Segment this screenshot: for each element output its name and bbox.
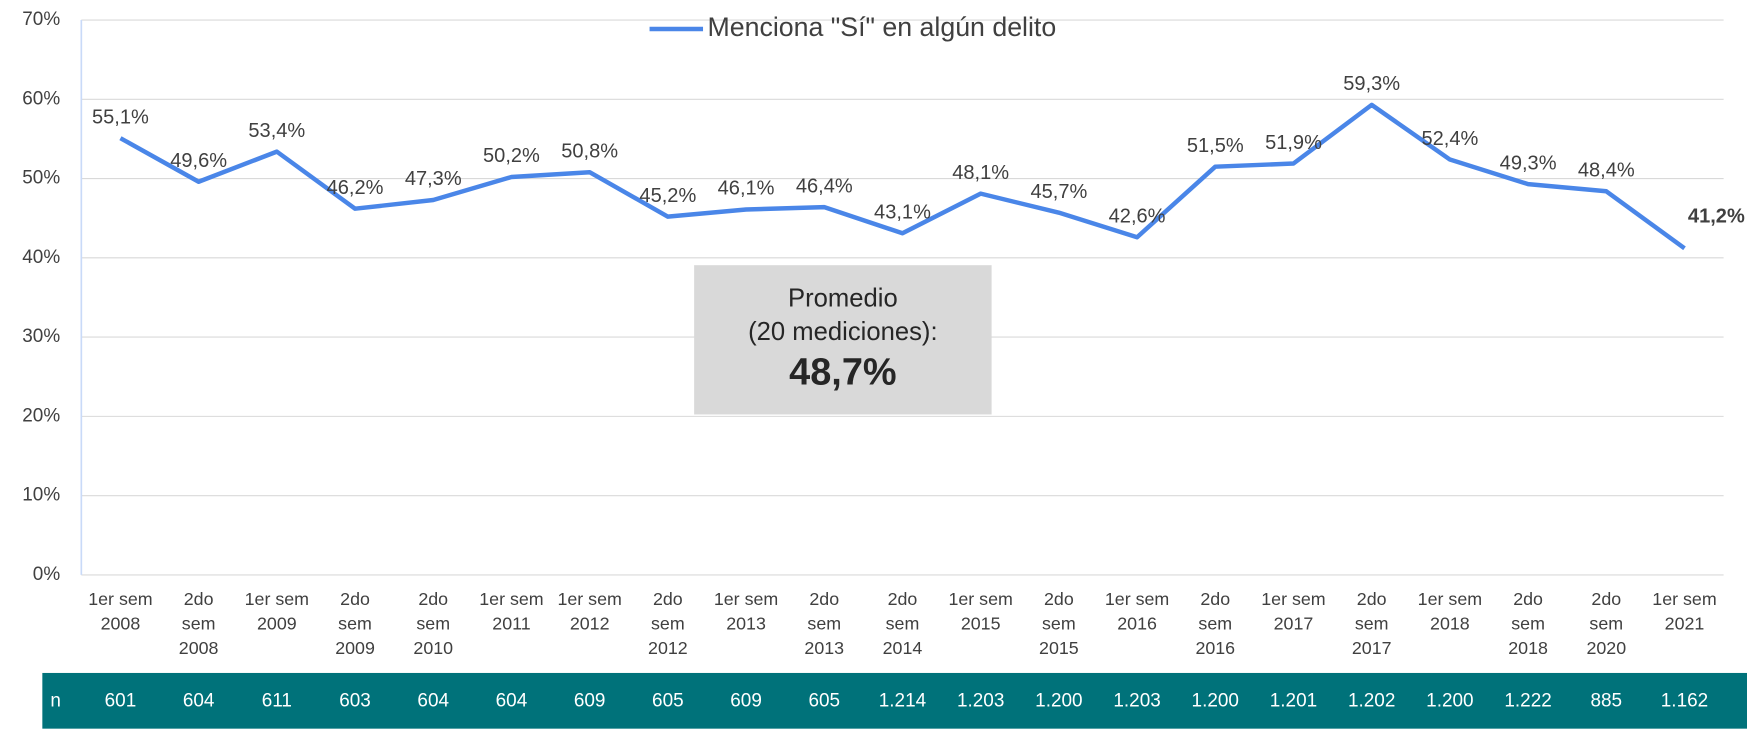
data-label: 52,4% — [1421, 128, 1478, 150]
data-label: 45,7% — [1030, 181, 1087, 203]
table-cell: 1.203 — [956, 689, 1005, 711]
table-header: n — [50, 689, 61, 711]
y-tick-label: 60% — [22, 88, 60, 109]
y-tick-label: 30% — [22, 326, 60, 347]
x-tick-label: 2do sem 2016 — [1195, 590, 1236, 659]
data-label: 46,2% — [327, 177, 384, 199]
y-tick-label: 0% — [33, 564, 61, 585]
table-cell: 1.202 — [1347, 689, 1396, 711]
x-tick-label: 1er sem 2013 — [713, 590, 779, 634]
data-label: 47,3% — [405, 168, 462, 190]
table-cell: 604 — [495, 689, 528, 711]
x-tick-label: 1er sem 2009 — [244, 590, 310, 634]
table-cell: 604 — [417, 689, 450, 711]
data-label: 42,6% — [1109, 205, 1166, 227]
data-label: 41,2% — [1688, 205, 1745, 227]
table-band — [42, 672, 1747, 729]
table-cell: 1.200 — [1191, 689, 1239, 711]
table-cell: 604 — [182, 689, 215, 711]
table-cell: 603 — [339, 689, 371, 711]
x-tick-label: 1er sem 2021 — [1652, 590, 1717, 634]
table-cell: 1.222 — [1504, 689, 1552, 711]
series-line — [119, 102, 1686, 251]
x-tick-label: 2do sem 2009 — [335, 590, 375, 659]
table-cell: 1.214 — [878, 689, 927, 711]
table-cell: 611 — [261, 689, 292, 711]
data-label: 51,5% — [1187, 135, 1244, 157]
data-label: 48,1% — [952, 162, 1009, 184]
table-cell: 605 — [808, 689, 841, 711]
x-tick-label: 1er sem 2012 — [557, 590, 622, 634]
x-tick-label: 2do sem 2008 — [178, 590, 219, 659]
data-label: 45,2% — [639, 185, 696, 207]
table-cell: 605 — [652, 689, 684, 711]
table-cell: 1.200 — [1035, 689, 1083, 711]
table-cell: 601 — [104, 689, 137, 711]
data-label: 55,1% — [92, 106, 149, 128]
legend-label: Menciona "Sí" en algún delito — [707, 12, 1056, 42]
table-cell: 1.162 — [1660, 689, 1709, 711]
data-label: 53,4% — [248, 120, 305, 142]
annotation-value: 48,7% — [789, 350, 897, 394]
x-tick-label: 2do sem 2020 — [1586, 590, 1627, 659]
table-cell: 1.200 — [1426, 689, 1474, 711]
data-label: 46,4% — [796, 175, 853, 197]
data-label: 51,9% — [1265, 132, 1322, 154]
data-label: 50,2% — [483, 145, 540, 167]
data-label: 49,6% — [170, 150, 227, 172]
table-cell: 885 — [1590, 689, 1623, 711]
x-tick-label: 2do sem 2018 — [1508, 590, 1548, 659]
data-label: 50,8% — [561, 140, 618, 162]
annotation-line: (20 mediciones): — [748, 316, 938, 346]
data-label: 43,1% — [874, 202, 931, 224]
table-cell: 1.201 — [1269, 689, 1318, 711]
x-tick-label: 2do sem 2017 — [1351, 590, 1392, 659]
x-tick-label: 2do sem 2013 — [804, 590, 845, 659]
data-label: 48,4% — [1578, 160, 1635, 182]
x-tick-label: 2do sem 2012 — [648, 590, 688, 659]
table-cell: 609 — [573, 689, 606, 711]
x-tick-label: 2do sem 2015 — [1039, 590, 1079, 659]
y-tick-label: 10% — [22, 485, 60, 506]
x-tick-label: 1er sem 2016 — [1104, 590, 1170, 634]
data-label: 46,1% — [718, 178, 775, 200]
x-tick-label: 1er sem 2008 — [88, 590, 153, 634]
annotation-box: Promedio (20 mediciones): 48,7% — [694, 265, 992, 415]
x-tick-label: 1er sem 2011 — [479, 590, 544, 634]
y-tick-label: 70% — [22, 9, 60, 30]
data-label: 59,3% — [1343, 73, 1400, 95]
annotation-line: Promedio — [788, 282, 898, 312]
y-tick-label: 40% — [22, 247, 60, 268]
x-tick-label: 1er sem 2017 — [1261, 590, 1326, 634]
data-label: 49,3% — [1500, 152, 1557, 174]
y-tick-label: 50% — [22, 168, 60, 189]
y-tick-label: 20% — [22, 405, 60, 426]
x-tick-label: 2do sem 2014 — [882, 590, 923, 659]
x-tick-label: 1er sem 2015 — [948, 590, 1013, 634]
table-cell: 609 — [730, 689, 762, 711]
x-tick-label: 1er sem 2018 — [1417, 590, 1483, 634]
table-cell: 1.203 — [1113, 689, 1161, 711]
x-tick-label: 2do sem 2010 — [413, 590, 454, 659]
